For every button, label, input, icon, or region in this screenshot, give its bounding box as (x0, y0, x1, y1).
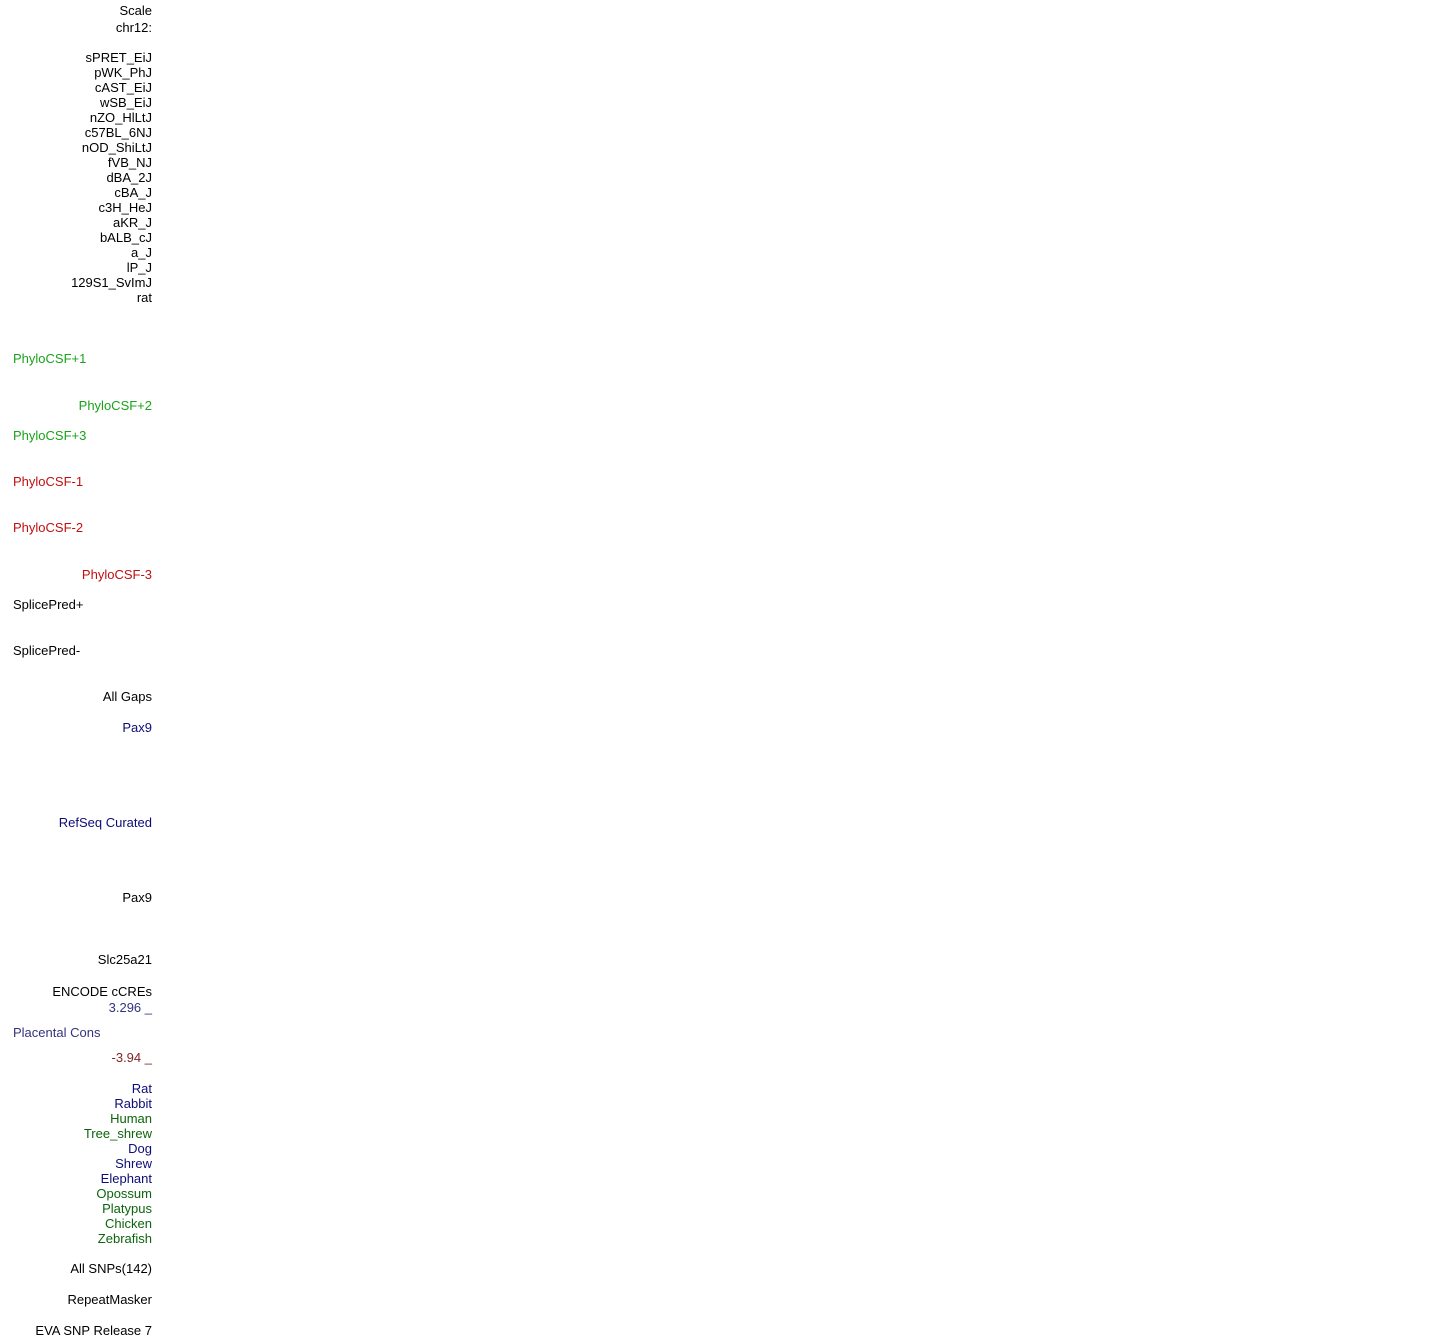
track-label[interactable]: PhyloCSF-3 (81, 566, 152, 582)
track-label[interactable]: Human (110, 1110, 152, 1126)
track-label[interactable]: Platypus (102, 1200, 152, 1216)
track-label[interactable]: pWK_PhJ (94, 64, 152, 80)
track-label[interactable]: Elephant (100, 1170, 152, 1186)
track-label[interactable]: RefSeq Curated (58, 814, 152, 830)
track-label[interactable]: rat (136, 289, 152, 305)
track-label[interactable]: c57BL_6NJ (84, 124, 152, 140)
track-label[interactable]: SplicePred+ (13, 596, 84, 612)
track-label[interactable]: PhyloCSF-2 (13, 519, 84, 535)
track-label[interactable]: 129S1_SvImJ (71, 274, 152, 290)
track-label[interactable]: SplicePred- (13, 642, 81, 658)
track-label[interactable]: cAST_EiJ (94, 79, 152, 95)
track-label[interactable]: a_J (131, 244, 152, 260)
track-label[interactable]: All SNPs(142) (70, 1260, 152, 1276)
track-label[interactable]: sPRET_EiJ (85, 49, 152, 65)
track-label[interactable]: PhyloCSF+2 (78, 397, 152, 413)
track-label[interactable]: Pax9 (122, 719, 152, 735)
track-label[interactable]: chr12: (115, 19, 152, 35)
track-label[interactable]: cBA_J (114, 184, 152, 200)
track-label[interactable]: Slc25a21 (97, 951, 152, 967)
track-label[interactable]: Chicken (105, 1215, 152, 1231)
track-label[interactable]: nOD_ShiLtJ (81, 139, 152, 155)
track-label[interactable]: fVB_NJ (107, 154, 152, 170)
track-label[interactable]: All Gaps (102, 688, 152, 704)
track-label[interactable]: Rabbit (114, 1095, 152, 1111)
track-label[interactable]: aKR_J (112, 214, 152, 230)
track-label[interactable]: nZO_HlLtJ (89, 109, 152, 125)
track-label[interactable]: EVA SNP Release 7 (35, 1322, 152, 1338)
track-label[interactable]: Shrew (115, 1155, 152, 1171)
track-label[interactable]: RepeatMasker (67, 1291, 152, 1307)
track-label[interactable]: Dog (128, 1140, 152, 1156)
track-label[interactable]: PhyloCSF+3 (13, 427, 87, 443)
track-label[interactable]: Pax9 (122, 889, 152, 905)
track-label[interactable]: Opossum (96, 1185, 152, 1201)
track-label[interactable]: Placental Cons (13, 1024, 101, 1040)
track-label[interactable]: lP_J (126, 259, 152, 275)
track-label[interactable]: Tree_shrew (83, 1125, 152, 1141)
track-label[interactable]: PhyloCSF-1 (13, 473, 84, 489)
track-label[interactable]: ENCODE cCREs (52, 983, 152, 999)
track-label[interactable]: Scale (119, 2, 152, 18)
track-label[interactable]: -3.94 _ (111, 1049, 152, 1065)
track-label[interactable]: 3.296 _ (108, 999, 152, 1015)
track-label[interactable]: Rat (131, 1080, 152, 1096)
track-label[interactable]: wSB_EiJ (99, 94, 152, 110)
track-label[interactable]: Zebrafish (97, 1230, 152, 1246)
track-label[interactable]: bALB_cJ (99, 229, 152, 245)
track-label[interactable]: PhyloCSF+1 (13, 350, 87, 366)
track-label[interactable]: dBA_2J (106, 169, 152, 185)
track-label[interactable]: c3H_HeJ (98, 199, 152, 215)
